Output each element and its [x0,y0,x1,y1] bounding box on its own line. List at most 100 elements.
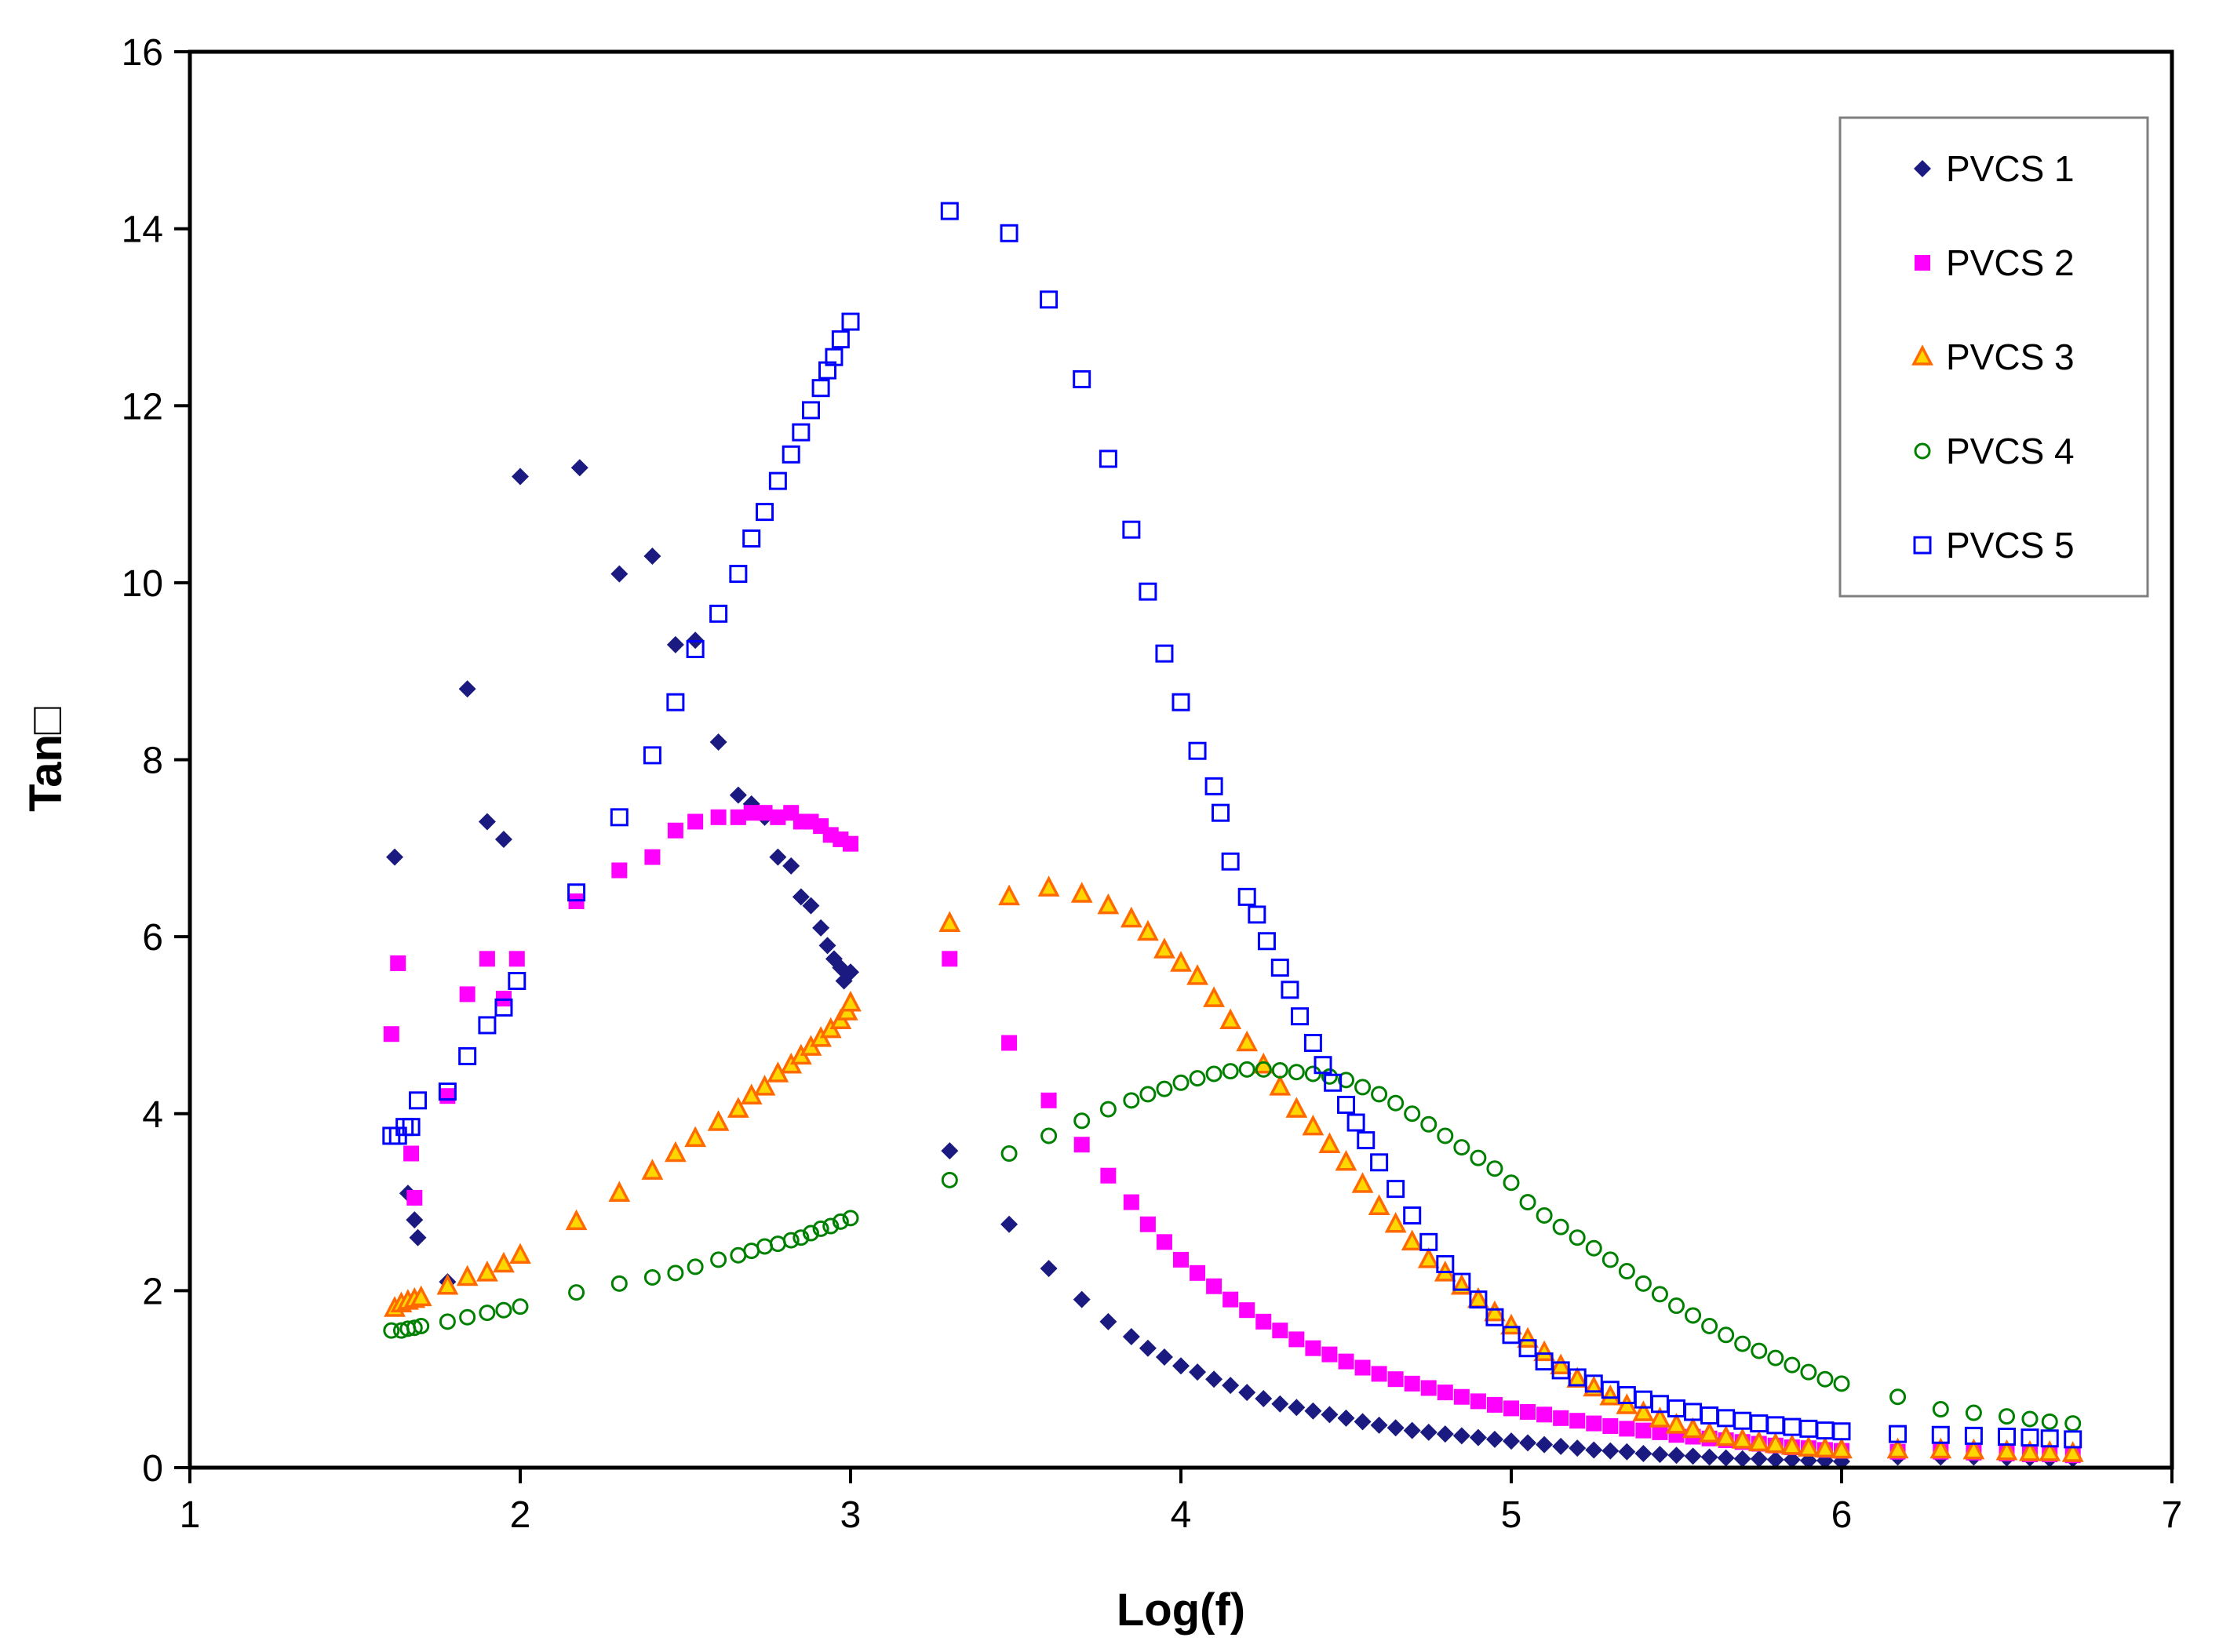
legend-marker [1914,160,1931,177]
y-tick-label: 10 [122,563,163,605]
data-point [1533,1340,1555,1362]
data-point [459,1308,476,1326]
data-point [1453,1139,1470,1156]
data-point [729,786,747,804]
data-point [1239,1302,1255,1319]
data-point [1485,1430,1503,1448]
data-point [643,746,661,765]
data-point [1886,1437,1909,1459]
data-point [611,862,628,879]
data-point [383,1026,399,1043]
data-point [565,1209,588,1231]
data-point [456,1264,479,1286]
data-point [1357,1131,1376,1150]
data-point [1155,1348,1173,1366]
data-point [406,1211,424,1229]
data-point [1153,937,1175,959]
data-point [1070,882,1093,903]
data-point [1371,1086,1388,1103]
data-point [1665,1413,1688,1434]
data-marks [382,202,2084,1471]
data-point [1255,1313,1272,1330]
data-point [1248,905,1266,924]
data-point [406,1189,423,1206]
data-point [1173,1251,1189,1268]
data-point [479,951,495,967]
data-point [1550,1353,1572,1375]
data-point [1470,1149,1487,1166]
data-point [1288,1399,1306,1417]
legend-marker [1911,344,1933,366]
data-point [1718,1326,1735,1344]
data-point [1073,1290,1091,1308]
data-point [1371,1366,1387,1382]
data-point [476,1261,498,1282]
data-point [1221,852,1240,871]
data-point [610,565,629,583]
data-point [1601,1251,1619,1268]
data-point [822,1217,840,1235]
data-point [1800,1363,1817,1381]
data-point [2061,1441,2084,1462]
data-point [941,1171,958,1188]
data-point [1204,777,1223,795]
data-point [408,1091,427,1110]
data-point [1618,1263,1635,1280]
data-point [1965,1404,1982,1421]
data-point [1682,1417,1704,1439]
data-point [1401,1229,1423,1251]
data-point [1186,964,1208,985]
data-point [792,423,811,442]
data-point [1073,1112,1091,1130]
data-point [840,990,862,1012]
y-tick-label: 4 [142,1094,163,1136]
data-point [1351,1172,1374,1193]
y-tick-label: 14 [122,209,163,251]
data-point [1354,1359,1371,1376]
data-point [1000,1215,1018,1233]
data-point [998,884,1020,906]
data-point [1962,1438,1985,1460]
data-point [1139,1216,1156,1232]
legend: PVCS 1 PVCS 2 PVCS 3 PVCS 4 PVCS 5 [1838,116,2149,598]
data-point [413,1318,430,1334]
data-point [1518,1339,1537,1358]
data-point [1764,1432,1787,1454]
data-point [1651,1286,1668,1303]
legend-item: PVCS 5 [1913,525,2075,566]
data-point [1536,1206,1553,1224]
data-point [1652,1424,1668,1440]
x-axis-label: Log(f) [1117,1585,1245,1636]
data-point [1417,1247,1440,1268]
data-point [818,937,836,955]
y-tick-label: 8 [142,740,163,782]
data-point [2039,1440,2061,1461]
data-point [1354,1079,1372,1096]
data-point [792,888,810,906]
data-point [1324,1073,1343,1092]
legend-label: PVCS 4 [1946,431,2075,471]
data-point [1203,986,1225,1007]
data-point [1586,1415,1602,1432]
data-point [1386,1419,1405,1437]
data-point [1237,887,1256,906]
data-point [478,1016,497,1035]
data-point [439,1313,456,1330]
legend-item: PVCS 3 [1911,337,2075,377]
data-point [1257,932,1276,951]
legend-item: PVCS 4 [1914,431,2075,471]
data-point [1099,1101,1117,1118]
data-point [406,1319,423,1337]
data-point [801,401,820,420]
data-point [1338,1353,1354,1370]
data-point [709,733,727,751]
data-point [1206,1278,1222,1294]
data-point [644,849,661,865]
data-point [802,897,820,915]
x-tick-label: 6 [1831,1494,1853,1536]
data-point [825,348,844,366]
data-point [643,548,661,566]
data-point [842,1210,859,1227]
data-point [386,848,404,866]
data-point [1139,582,1157,601]
